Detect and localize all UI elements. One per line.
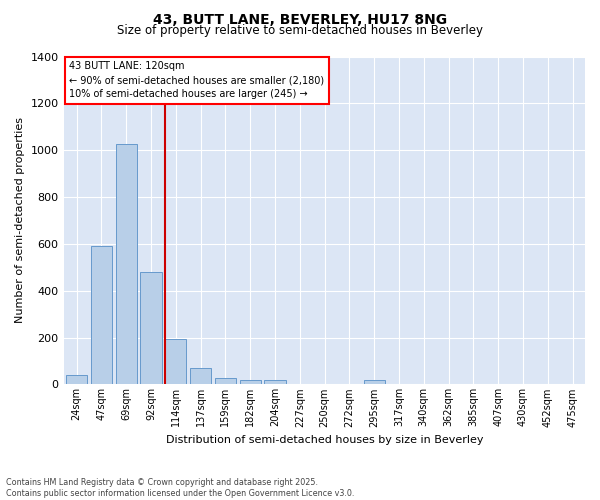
Text: 43 BUTT LANE: 120sqm
← 90% of semi-detached houses are smaller (2,180)
10% of se: 43 BUTT LANE: 120sqm ← 90% of semi-detac… (70, 62, 325, 100)
Bar (140, 272, 161, 384)
Bar (190, 368, 211, 384)
Bar (91, 246, 112, 384)
Bar (239, 380, 261, 384)
Bar (116, 144, 137, 384)
Text: 43, BUTT LANE, BEVERLEY, HU17 8NG: 43, BUTT LANE, BEVERLEY, HU17 8NG (153, 12, 447, 26)
Text: Contains HM Land Registry data © Crown copyright and database right 2025.
Contai: Contains HM Land Registry data © Crown c… (6, 478, 355, 498)
Y-axis label: Number of semi-detached properties: Number of semi-detached properties (15, 118, 25, 324)
Bar (66, 375, 87, 384)
Bar (364, 380, 385, 384)
Bar (215, 378, 236, 384)
Bar (265, 380, 286, 384)
X-axis label: Distribution of semi-detached houses by size in Beverley: Distribution of semi-detached houses by … (166, 435, 484, 445)
Bar (165, 338, 187, 384)
Text: Size of property relative to semi-detached houses in Beverley: Size of property relative to semi-detach… (117, 24, 483, 37)
